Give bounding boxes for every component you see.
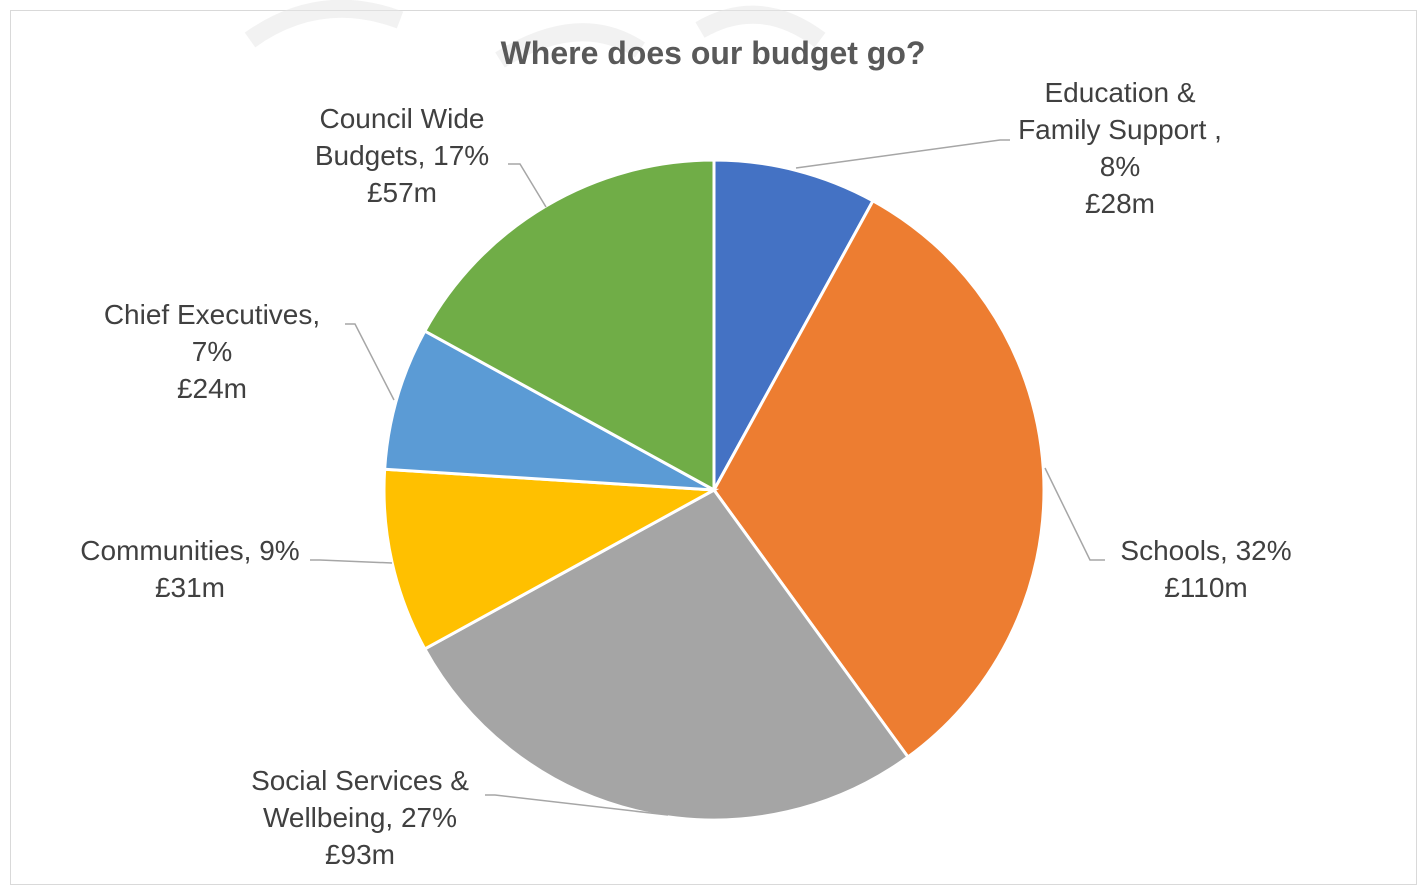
pie-slice-education-family-support bbox=[712, 158, 876, 491]
data-label-line: Communities, 9% bbox=[80, 535, 299, 566]
data-label-line: Council Wide bbox=[320, 103, 485, 134]
pie-slices bbox=[382, 158, 1046, 822]
data-label: Education & Family Support , 8% £28m bbox=[1018, 77, 1222, 219]
leader-line bbox=[310, 559, 393, 564]
data-label-line: Budgets, 17% bbox=[315, 140, 489, 171]
leader-line bbox=[795, 139, 1010, 169]
data-label-line: 7% bbox=[192, 336, 232, 367]
pie-slice-schools bbox=[712, 198, 1046, 760]
data-label-line: Chief Executives, bbox=[104, 299, 320, 330]
data-label: Communities, 9% £31m bbox=[80, 535, 299, 603]
data-label-line: £24m bbox=[177, 373, 247, 404]
leader-lines bbox=[310, 139, 1105, 816]
data-label: Social Services & Wellbeing, 27% £93m bbox=[251, 765, 469, 870]
leader-line bbox=[508, 163, 547, 208]
data-label-line: Family Support , bbox=[1018, 114, 1222, 145]
data-label-line: 8% bbox=[1100, 151, 1140, 182]
leader-line bbox=[485, 794, 669, 816]
data-labels: Education & Family Support , 8% £28m Schools… bbox=[80, 77, 1291, 870]
data-label: Council Wide Budgets, 17% £57m bbox=[315, 103, 489, 208]
data-label-line: Social Services & bbox=[251, 765, 469, 796]
leader-line bbox=[1044, 467, 1105, 561]
chart-title: Where does our budget go? bbox=[501, 35, 926, 71]
data-label-line: £28m bbox=[1085, 188, 1155, 219]
pie-slice-communities bbox=[382, 467, 720, 652]
leader-line bbox=[345, 323, 395, 401]
data-label-line: Schools, 32% bbox=[1120, 535, 1291, 566]
data-label-line: £110m bbox=[1164, 572, 1248, 603]
data-label-line: £57m bbox=[367, 177, 437, 208]
data-label-line: Education & bbox=[1045, 77, 1196, 108]
data-label: Chief Executives, 7% £24m bbox=[104, 299, 320, 404]
data-label: Schools, 32% £110m bbox=[1120, 535, 1291, 603]
data-label-line: £93m bbox=[325, 839, 395, 870]
data-label-line: Wellbeing, 27% bbox=[263, 802, 457, 833]
data-label-line: £31m bbox=[155, 572, 225, 603]
pie-slice-chief-executives bbox=[383, 328, 715, 492]
